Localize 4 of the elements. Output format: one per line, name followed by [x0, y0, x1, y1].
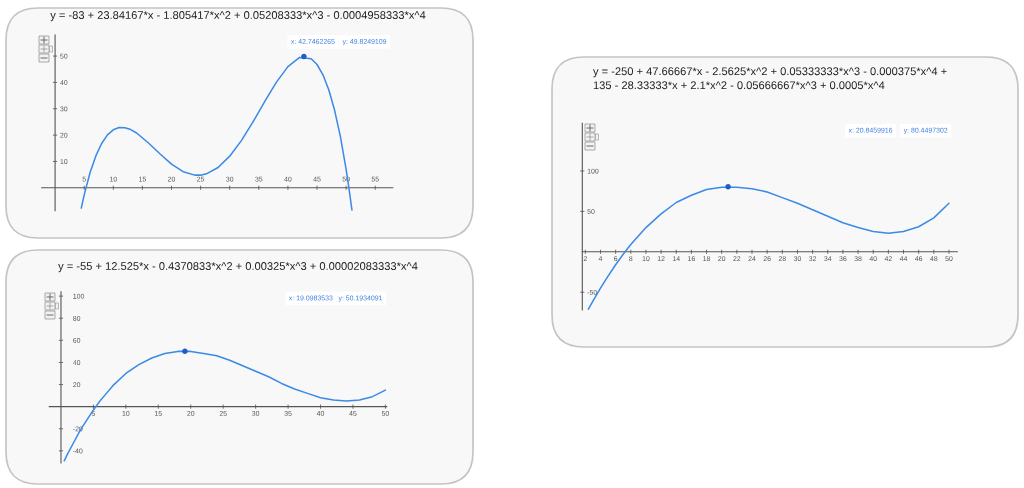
chart-title: y = -55 + 12.525*x - 0.4370833*x^2 + 0.00325*x^3 + 0.00002083333*x^4 — [58, 262, 418, 273]
line-series — [63, 350, 387, 462]
chart-title: y = -83 + 23.84167*x - 1.805417*x^2 + 0.05208333*x^3 - 0.0004958333*x^4 — [50, 11, 426, 22]
chart-title: y = -250 + 47.66667*x - 2.5625*x^2 + 0.05333333*x^3 - 0.000375*x^4 + 135 - 28.33333*x + 2.1*x^2 - 0.05666667*x^3 + 0.0005*x^4 — [593, 67, 947, 90]
